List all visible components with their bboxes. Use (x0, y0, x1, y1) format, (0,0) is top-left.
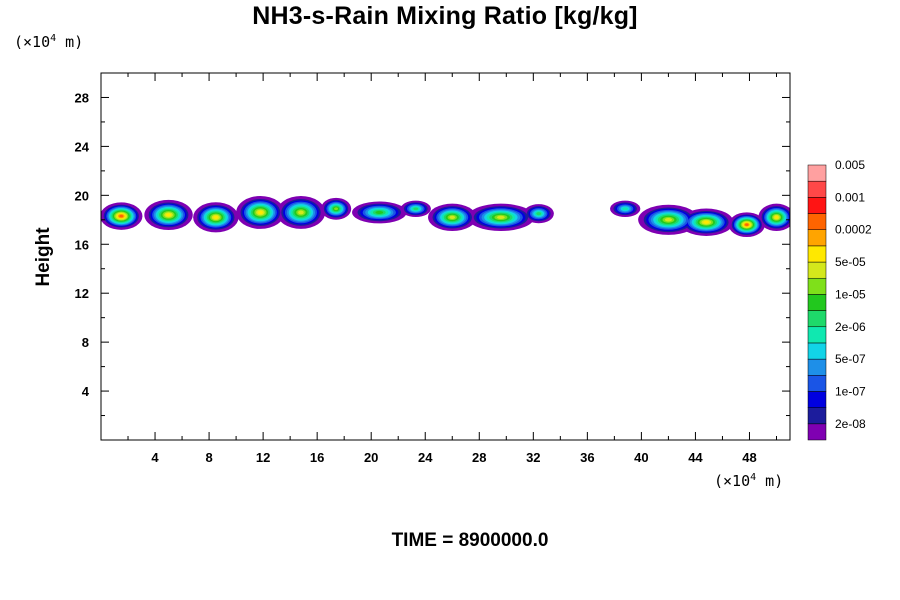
colorbar-label: 2e-08 (835, 417, 866, 431)
x-tick-label: 4 (151, 450, 159, 465)
colorbar-label: 0.0002 (835, 223, 872, 237)
colorbar-swatch (807, 213, 827, 230)
contour-cell-13-level-11 (703, 220, 710, 224)
colorbar-swatch (807, 407, 827, 425)
colorbar-swatch (807, 261, 827, 279)
colorbar-swatch (807, 342, 827, 360)
x-unit-label: (×10 (714, 472, 751, 490)
x-tick-label: 28 (472, 450, 486, 465)
x-tick-label: 12 (256, 450, 270, 465)
x-tick-label: 48 (742, 450, 756, 465)
x-tick-label: 44 (688, 450, 703, 465)
x-tick-label: 8 (205, 450, 212, 465)
colorbar-label: 0.005 (835, 158, 865, 172)
contour-cell-12-level-10 (664, 218, 672, 222)
contour-cell-0-level-13 (119, 214, 124, 218)
y-tick-label: 24 (75, 139, 90, 154)
x-tick-label: 16 (310, 450, 324, 465)
contour-cell-10-level-7 (536, 212, 542, 216)
y-tick-label: 8 (82, 335, 89, 350)
contour-field (101, 196, 790, 238)
contour-cell-11-level-6 (622, 207, 628, 211)
colorbar-swatch (807, 277, 827, 295)
contour-cell-15-level-11 (774, 215, 779, 219)
colorbar-label: 1e-05 (835, 287, 866, 301)
contour-cell-7-level-7 (413, 207, 419, 211)
colorbar-swatch (807, 391, 827, 408)
contour-cell-9-level-10 (497, 215, 505, 219)
colorbar-swatch (807, 423, 827, 441)
y-tick-label: 28 (75, 90, 89, 105)
y-unit-label: (×10 (14, 33, 51, 51)
colorbar-swatch (807, 180, 827, 198)
colorbar-swatch (807, 229, 827, 247)
colorbar-label: 1e-07 (835, 384, 866, 398)
plot-frame (100, 72, 791, 441)
contour-cell-8-level-10 (449, 215, 456, 219)
colorbar-label: 0.001 (835, 190, 865, 204)
colorbar-swatch (807, 197, 827, 214)
contour-cell-1-level-11 (165, 213, 172, 217)
y-tick-label: 16 (75, 237, 89, 252)
contour-cell-3-level-11 (257, 210, 264, 215)
x-tick-label: 24 (418, 450, 433, 465)
contour-cell-5-level-9 (334, 207, 339, 211)
colorbar-label: 5e-05 (835, 255, 866, 269)
x-unit-tail: m) (756, 472, 784, 490)
x-tick-label: 36 (580, 450, 594, 465)
colorbar-label: 5e-07 (835, 352, 866, 366)
colorbar-swatch (807, 310, 827, 328)
contour-cell-14-level-13 (745, 223, 749, 226)
colorbar-swatch (807, 358, 827, 376)
colorbar-swatch (807, 326, 827, 344)
contour-cell-4-level-10 (298, 210, 304, 215)
contour-cell-6-level-8 (375, 210, 384, 215)
y-tick-label: 20 (75, 188, 89, 203)
contour-cell-2-level-11 (213, 215, 219, 219)
colorbar-label: 2e-06 (835, 320, 866, 334)
y-tick-label: 4 (82, 384, 90, 399)
chart-title: NH3-s-Rain Mixing Ratio [kg/kg] (252, 2, 638, 30)
colorbar-swatch (807, 375, 827, 392)
time-label: TIME = 8900000.0 (391, 530, 549, 551)
colorbar-swatch (807, 294, 827, 311)
y-unit-tail: m) (56, 33, 84, 51)
x-tick-label: 32 (526, 450, 540, 465)
x-tick-label: 20 (364, 450, 378, 465)
x-axis-unit: (×104 m) (714, 472, 783, 490)
x-tick-label: 40 (634, 450, 648, 465)
x-unit-exponent: 4 (750, 472, 757, 483)
colorbar-swatch (807, 164, 827, 182)
y-unit-exponent: 4 (50, 33, 57, 44)
colorbar-swatch (807, 245, 827, 263)
y-tick-label: 12 (75, 286, 89, 301)
y-axis-unit: (×104 m) (14, 33, 83, 51)
